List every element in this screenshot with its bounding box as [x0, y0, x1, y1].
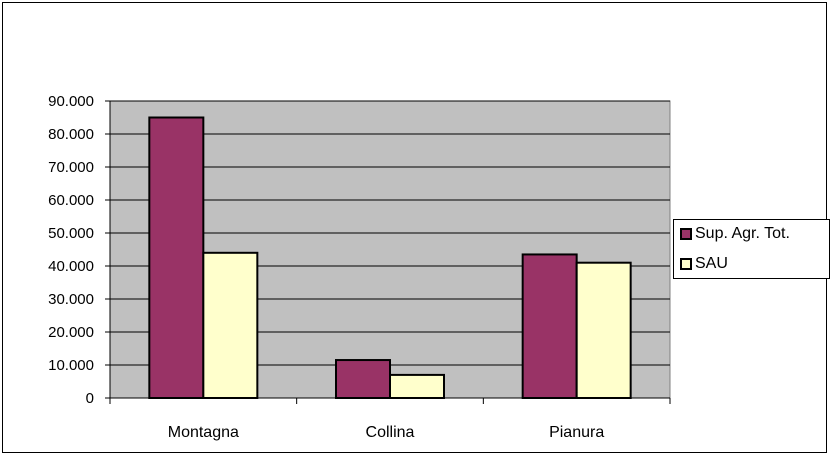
y-tick-label: 10.000 [48, 357, 94, 374]
x-tick-label: Montagna [168, 424, 239, 441]
x-tick-label: Pianura [549, 424, 604, 441]
bar-pianura-series-2 [575, 261, 632, 400]
x-tick-label: Collina [366, 424, 415, 441]
legend: Sup. Agr. Tot. SAU [673, 219, 830, 279]
bar-montagna-series-2 [202, 251, 259, 399]
legend-item-sau: SAU [680, 254, 728, 274]
y-tick-label: 40.000 [48, 258, 94, 275]
bar-collina-series-2 [389, 373, 445, 399]
legend-swatch-sau [680, 258, 692, 270]
y-tick-label: 90.000 [48, 93, 94, 110]
legend-label-sup-agr-tot: Sup. Agr. Tot. [695, 225, 790, 242]
y-tick-label: 80.000 [48, 126, 94, 143]
bar-montagna-series-1 [148, 116, 205, 399]
legend-label-sau: SAU [695, 255, 728, 272]
y-tick-label: 0 [86, 390, 94, 407]
y-tick-label: 50.000 [48, 225, 94, 242]
y-tick-label: 30.000 [48, 291, 94, 308]
bar-pianura-series-1 [521, 253, 578, 399]
y-tick-label: 70.000 [48, 159, 94, 176]
legend-item-sup-agr-tot: Sup. Agr. Tot. [680, 224, 790, 244]
legend-swatch-sup-agr-tot [680, 228, 692, 240]
bar-collina-series-1 [335, 359, 391, 399]
y-tick-label: 20.000 [48, 324, 94, 341]
y-tick-label: 60.000 [48, 192, 94, 209]
